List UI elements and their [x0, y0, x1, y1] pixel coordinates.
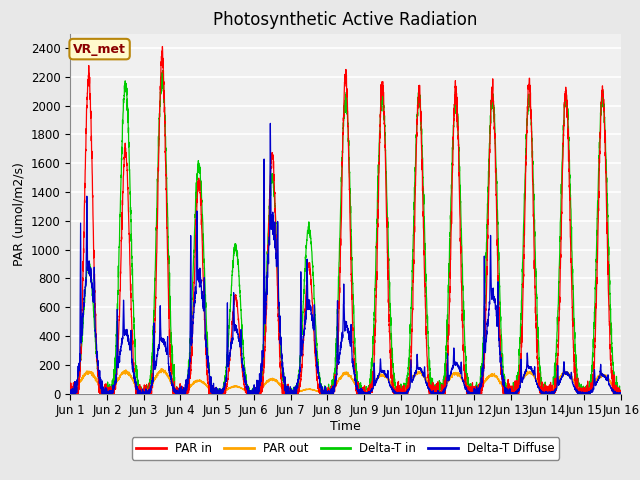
PAR out — [67, 390, 74, 396]
Delta-T in — [500, 379, 508, 384]
Line: Delta-T in: Delta-T in — [70, 71, 621, 394]
PAR out — [500, 385, 508, 391]
Delta-T in — [616, 390, 624, 396]
PAR out — [157, 366, 165, 372]
Delta-T Diffuse — [617, 390, 625, 396]
Delta-T Diffuse — [67, 391, 74, 396]
Delta-T Diffuse — [266, 120, 274, 126]
PAR in — [159, 44, 166, 49]
PAR in — [469, 389, 477, 395]
Delta-T Diffuse — [469, 391, 477, 396]
Delta-T in — [469, 386, 477, 392]
Delta-T Diffuse — [325, 389, 333, 395]
PAR in — [500, 391, 508, 396]
Delta-T in — [438, 385, 446, 391]
Delta-T in — [617, 390, 625, 396]
PAR in — [439, 391, 447, 396]
Line: PAR in: PAR in — [70, 47, 621, 394]
PAR in — [166, 327, 173, 333]
Delta-T Diffuse — [439, 388, 447, 394]
Delta-T in — [325, 390, 333, 396]
Delta-T in — [166, 283, 173, 289]
Delta-T in — [67, 391, 74, 396]
Delta-T Diffuse — [500, 383, 508, 388]
PAR out — [616, 390, 624, 396]
PAR out — [166, 376, 173, 382]
PAR in — [67, 391, 75, 396]
PAR out — [67, 391, 74, 396]
Delta-T Diffuse — [616, 391, 624, 396]
Line: Delta-T Diffuse: Delta-T Diffuse — [70, 123, 621, 394]
Delta-T Diffuse — [166, 369, 173, 375]
Title: Photosynthetic Active Radiation: Photosynthetic Active Radiation — [213, 11, 478, 29]
Legend: PAR in, PAR out, Delta-T in, Delta-T Diffuse: PAR in, PAR out, Delta-T in, Delta-T Dif… — [132, 437, 559, 460]
PAR in — [617, 389, 625, 395]
PAR out — [469, 390, 477, 396]
Text: VR_met: VR_met — [73, 43, 126, 56]
Delta-T Diffuse — [67, 390, 74, 396]
X-axis label: Time: Time — [330, 420, 361, 433]
PAR out — [617, 390, 625, 396]
PAR in — [67, 383, 74, 388]
PAR in — [325, 391, 333, 396]
PAR out — [439, 387, 447, 393]
Line: PAR out: PAR out — [70, 369, 621, 394]
PAR in — [616, 391, 624, 396]
Y-axis label: PAR (umol/m2/s): PAR (umol/m2/s) — [12, 162, 26, 265]
PAR out — [325, 390, 333, 396]
Delta-T in — [159, 68, 166, 73]
